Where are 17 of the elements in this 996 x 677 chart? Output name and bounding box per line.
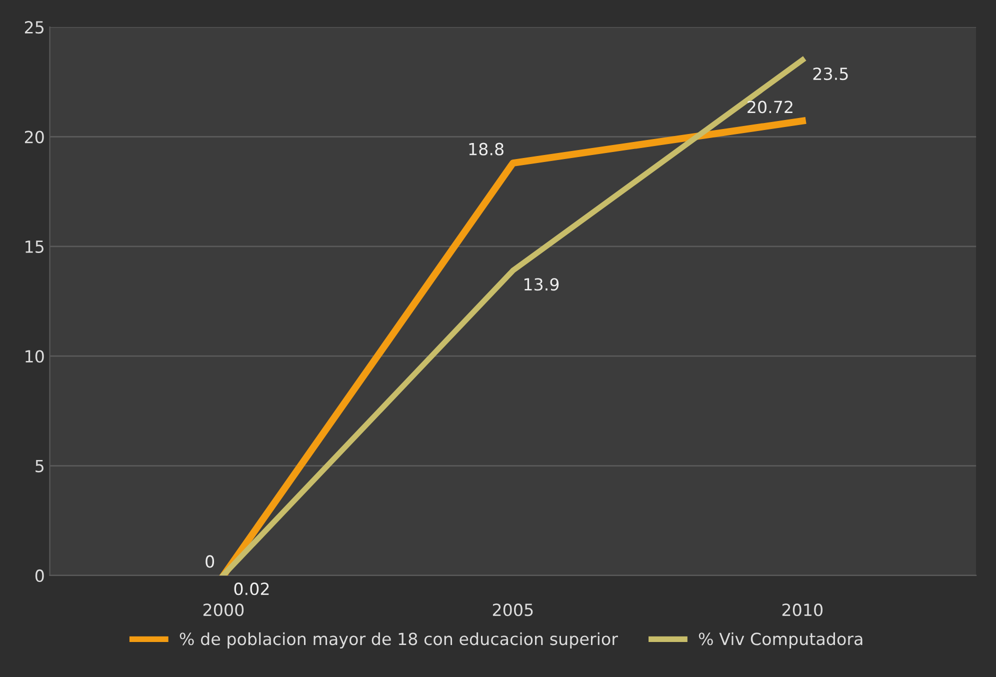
x-tick-label: 2010 (782, 604, 823, 616)
data-label: 0 (206, 555, 214, 568)
y-tick-label: 20 (24, 130, 44, 144)
legend-label: % Viv Computadora (698, 632, 862, 648)
data-label: 13.9 (524, 278, 559, 291)
y-tick-label: 5 (36, 460, 44, 472)
y-tick-label: 25 (24, 21, 44, 34)
y-tick-label: 10 (26, 350, 44, 363)
data-label: 23.5 (813, 67, 848, 80)
x-tick-label: 2005 (492, 604, 533, 616)
y-tick-label: 0 (35, 569, 44, 582)
data-label: 18.8 (469, 142, 504, 156)
data-label: 20.72 (748, 100, 792, 114)
legend-label: % de poblacion mayor de 18 con educacion superior (180, 632, 618, 648)
x-tick-label: 2000 (203, 604, 244, 616)
data-label: 0.02 (234, 582, 269, 596)
y-tick-label: 15 (26, 240, 44, 253)
